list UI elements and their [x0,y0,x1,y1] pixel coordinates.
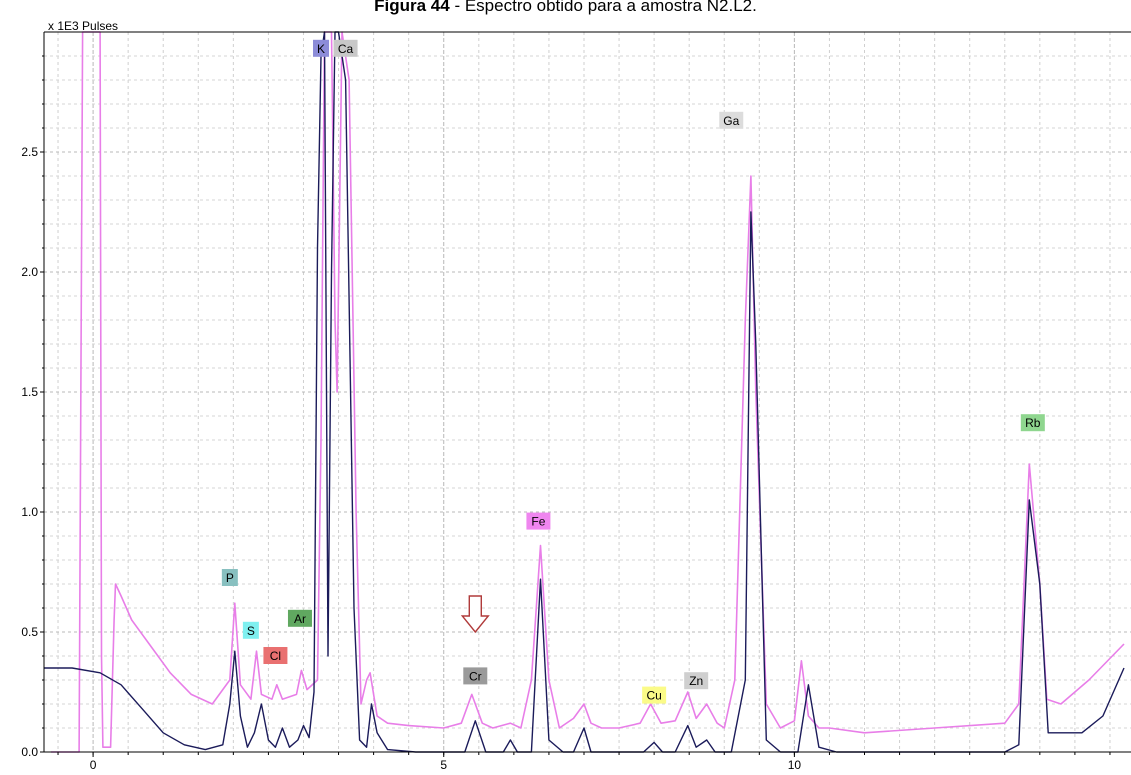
peak-label-box [642,686,667,704]
peak-label: Zn [689,674,703,688]
peak-label: Cr [469,669,482,683]
peak-label: K [317,42,325,56]
peak-label-box [263,647,288,664]
peak-label: Ar [294,612,306,626]
peak-label: Rb [1025,416,1041,430]
figure-caption: Figura 44 - Espectro obtido para a amost… [0,0,1131,22]
peak-label-box [463,667,488,685]
x-tick-label: 10 [788,758,802,772]
peak-label: Ca [338,42,354,56]
y-tick-label: 2.5 [21,145,38,159]
y-axis-unit-label: x 1E3 Pulses [48,19,119,33]
peak-label: Cl [270,649,281,663]
peak-label-box [684,672,709,690]
y-tick-label: 0.5 [21,625,38,639]
peak-label: P [226,571,234,585]
y-tick-label: 2.0 [21,265,38,279]
peak-label: Ga [723,114,739,128]
peak-label-box [287,609,312,627]
caption-bold: Figura 44 [374,0,450,15]
peak-label: Cu [646,689,661,703]
y-tick-label: 1.0 [21,505,38,519]
arrow-icon [460,595,490,634]
peak-label-box [719,111,744,129]
peak-label-box [221,569,238,586]
peak-label: Fe [531,515,545,529]
peak-label-box [242,621,259,639]
x-tick-label: 0 [90,758,97,772]
spectrum-series-1 [51,31,1125,753]
peak-label-box [526,512,551,530]
peak-label: S [247,624,255,638]
x-tick-label: 5 [440,758,447,772]
caption-rest: - Espectro obtido para a amostra N2.L2. [449,0,757,15]
peak-label-box [1020,414,1045,432]
peak-label-box [313,39,330,57]
y-tick-label: 1.5 [21,385,38,399]
y-tick-label: 0.0 [21,745,38,759]
peak-label-box [333,39,358,57]
